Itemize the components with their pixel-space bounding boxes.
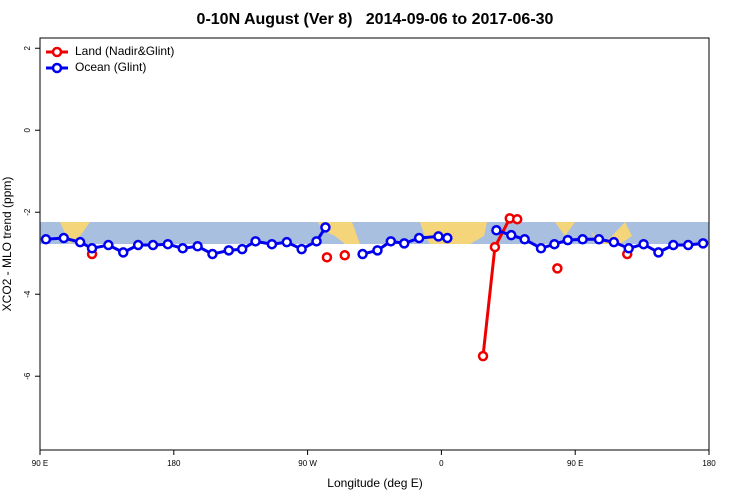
point (385, 236, 397, 247)
point (372, 245, 383, 256)
point (552, 263, 563, 274)
series (86, 213, 633, 362)
point (697, 238, 709, 249)
point (511, 213, 523, 225)
series (40, 222, 709, 260)
y-tick-label: -4 (23, 290, 32, 298)
point (266, 238, 278, 250)
point (433, 231, 444, 242)
point (339, 250, 351, 261)
point (207, 248, 218, 260)
legend-marker (51, 62, 63, 74)
point (442, 232, 453, 244)
x-tick-label: 90 W (298, 459, 317, 468)
point (506, 229, 517, 241)
x-tick-label: 180 (702, 459, 716, 468)
point (177, 243, 188, 254)
point (608, 236, 620, 248)
point (668, 239, 679, 251)
point (491, 225, 502, 236)
point (682, 239, 694, 251)
x-tick-label: 90 E (32, 459, 48, 468)
point (281, 236, 293, 248)
point (549, 238, 560, 250)
legend-label: Ocean (Glint) (75, 60, 146, 74)
point (653, 247, 664, 258)
chart-title: 0-10N August (Ver 8) 2014-09-06 to 2017-… (197, 11, 554, 28)
point (535, 243, 547, 254)
point (250, 236, 261, 247)
point (118, 247, 129, 258)
point (236, 243, 248, 255)
y-tick-label: 0 (23, 127, 32, 132)
x-tick-label: 90 E (567, 459, 583, 468)
point (296, 243, 307, 255)
point (86, 243, 98, 254)
point (477, 350, 489, 362)
y-tick-label: 2 (23, 45, 32, 50)
point (577, 234, 588, 245)
point (593, 234, 605, 245)
x-tick-label: 180 (167, 459, 181, 468)
point (562, 234, 574, 246)
legend-marker (51, 46, 63, 58)
plot-frame (39, 37, 710, 451)
y-tick-label: -6 (23, 372, 32, 380)
y-tick-label: -2 (23, 208, 32, 216)
point (413, 232, 425, 244)
point (58, 232, 70, 244)
point (357, 248, 368, 260)
x-tick-label: 0 (439, 459, 444, 468)
point (623, 243, 634, 254)
point (519, 234, 530, 245)
point (74, 236, 86, 248)
point (223, 245, 235, 256)
point (103, 239, 114, 251)
point (320, 222, 331, 233)
x-axis-label: Longitude (deg E) (327, 476, 422, 490)
point (311, 236, 322, 247)
point (40, 234, 52, 245)
point (147, 239, 159, 251)
y-axis-label: XCO2 - MLO trend (ppm) (0, 177, 14, 312)
point (162, 238, 174, 250)
legend-label: Land (Nadir&Glint) (75, 44, 174, 58)
point (192, 241, 203, 252)
point (398, 238, 410, 249)
ocean-band (40, 222, 709, 244)
point (489, 241, 501, 253)
point (132, 239, 144, 251)
point (321, 252, 333, 263)
point (638, 238, 649, 250)
